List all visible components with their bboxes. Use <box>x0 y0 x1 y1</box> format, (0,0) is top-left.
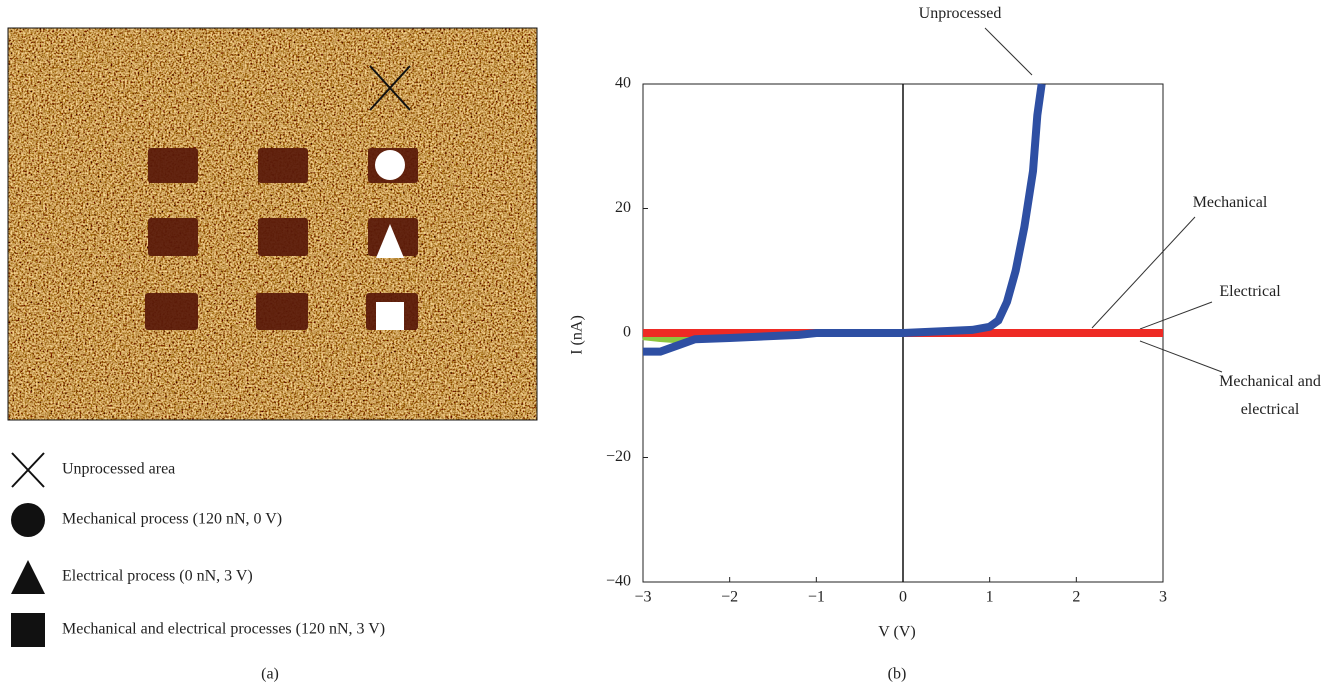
annotation: Electrical <box>1219 283 1281 300</box>
x-axis-label: V (V) <box>878 624 915 641</box>
annotation: Unprocessed <box>918 5 1002 22</box>
y-tick-label: −20 <box>606 448 631 465</box>
x-tick-label: −1 <box>808 589 825 606</box>
series-line <box>643 83 1046 356</box>
legend-label: Mechanical process (120 nN, 0 V) <box>62 511 282 528</box>
legend-label: Unprocessed area <box>62 461 175 478</box>
legend-label: Mechanical and electrical processes (120… <box>62 621 385 638</box>
y-tick-label: −40 <box>606 573 631 590</box>
y-axis-label: I (nA) <box>569 315 586 355</box>
y-tick-label: 40 <box>615 75 631 92</box>
leader-lines <box>984 27 1223 373</box>
legend-icons <box>11 452 45 647</box>
caption: (a) <box>261 666 279 683</box>
x-tick-label: 3 <box>1159 589 1167 606</box>
x-tick-label: 1 <box>986 589 994 606</box>
annotation: Mechanical <box>1192 194 1268 211</box>
x-tick-label: −3 <box>634 589 651 606</box>
x-tick-label: −2 <box>721 589 738 606</box>
caption: (b) <box>888 666 907 683</box>
y-tick-label: 20 <box>615 199 631 216</box>
x-tick-label: 0 <box>899 589 907 606</box>
annotation: Mechanical and electrical <box>1219 373 1321 418</box>
afm-image <box>7 27 538 421</box>
x-tick-label: 2 <box>1072 589 1080 606</box>
legend-label: Electrical process (0 nN, 3 V) <box>62 568 253 585</box>
y-tick-label: 0 <box>623 324 631 341</box>
